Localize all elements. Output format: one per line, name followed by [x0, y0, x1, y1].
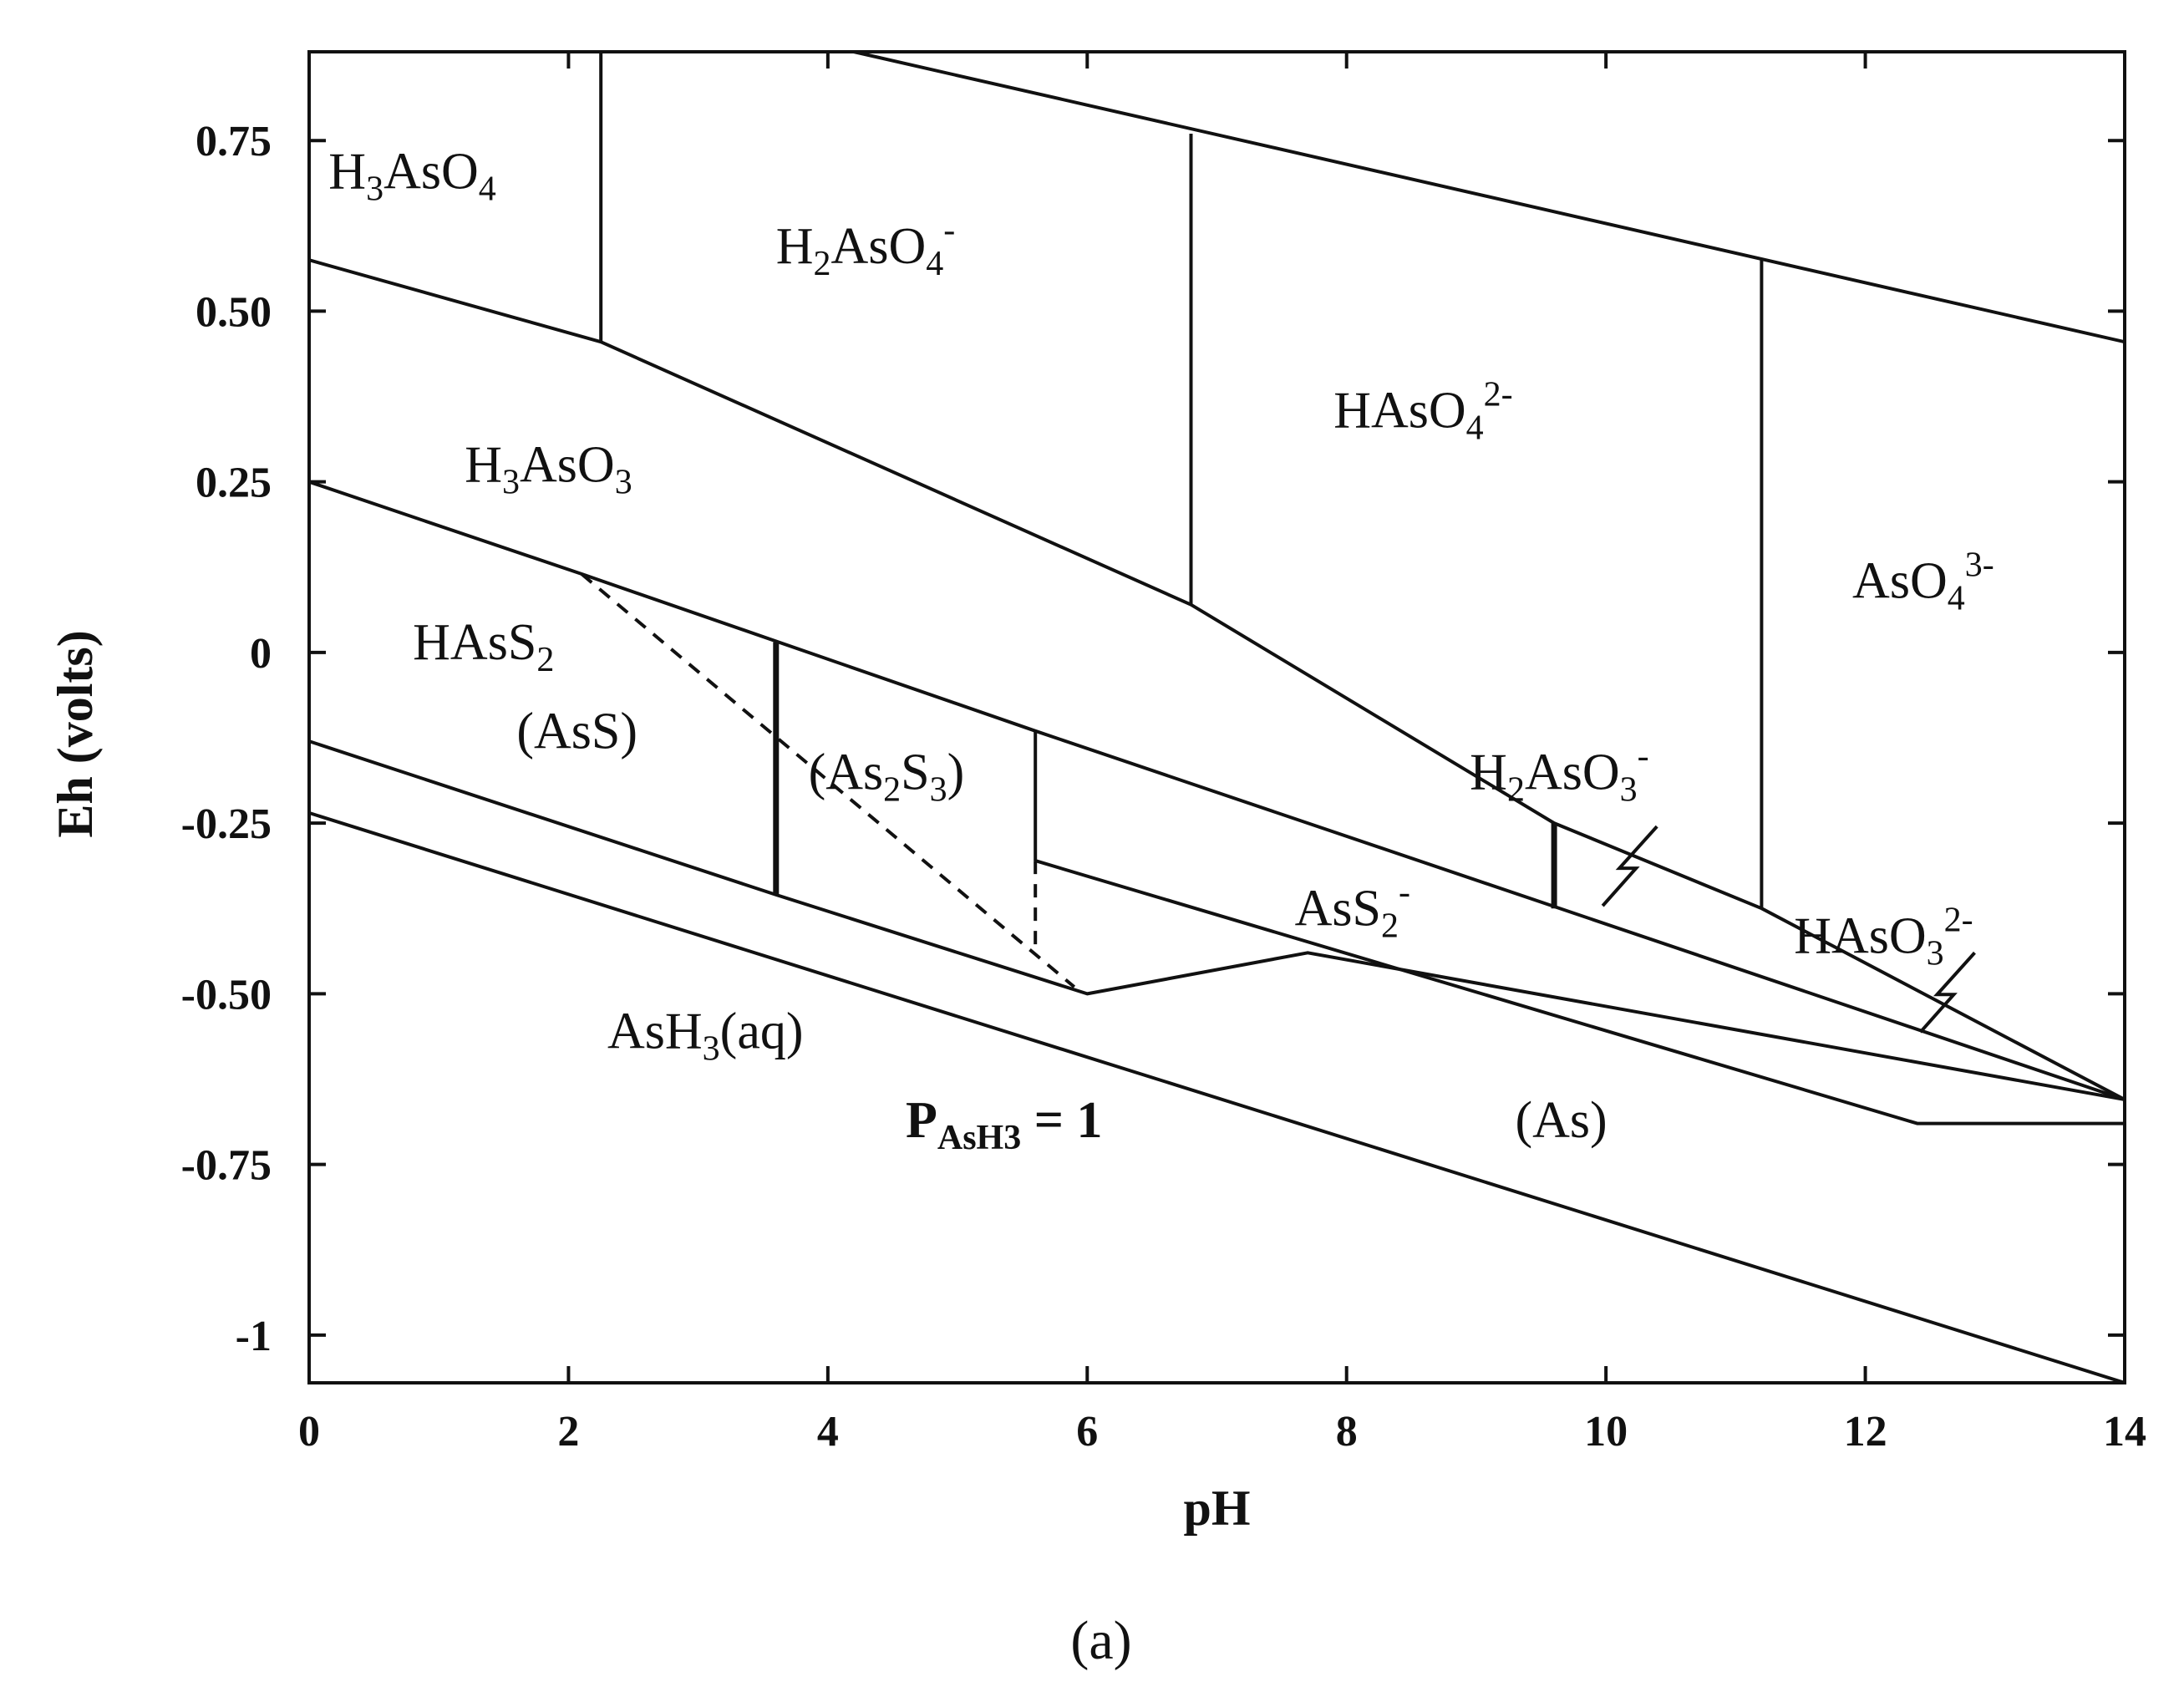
region-label-3: HAsO42-: [1333, 375, 1512, 447]
region-labels: H3AsO4 H2AsO4- HAsO42- H3AsO3 AsO43- HAsS2 (As…: [328, 143, 1994, 1157]
region-label-10: AsS2-: [1295, 874, 1410, 946]
boundary-line-3: [308, 480, 2126, 1101]
x-tick-label: 6: [1076, 1408, 1098, 1456]
region-label-4: H3AsO3: [465, 437, 632, 502]
plot-frame: [307, 50, 2126, 1384]
tick-labels: 0 2 4 6 8 10 12 14 0.75 0.50 0.25 0 -0.25 -0.50 -0.75 -…: [181, 118, 2146, 1456]
region-label-13: PAsH3 = 1: [906, 1092, 1103, 1157]
x-tick-label: 10: [1584, 1408, 1628, 1456]
x-axis-label: pH: [1183, 1481, 1250, 1536]
y-tick-label: 0.50: [196, 288, 272, 336]
y-tick-label: 0.25: [196, 460, 272, 507]
boundary-line-2: [308, 258, 2126, 1101]
panel-label: (a): [1070, 1610, 1131, 1671]
x-tick-label: 2: [557, 1408, 579, 1456]
boundary-line-6: [308, 810, 2126, 1384]
y-tick-label: -0.25: [181, 800, 272, 848]
x-tick-label: 0: [298, 1408, 320, 1456]
y-tick-label: -0.50: [181, 971, 272, 1019]
region-label-14: (As): [1515, 1092, 1607, 1149]
region-label-11: HAsO32-: [1794, 901, 1973, 973]
axis-ticks: [307, 52, 2126, 1383]
y-tick-label: -0.75: [181, 1142, 272, 1190]
y-axis-label: Eh (volts): [48, 630, 103, 837]
region-label-1: H3AsO4: [328, 143, 495, 208]
region-label-7: (AsS): [516, 703, 637, 760]
region-label-2: H2AsO4-: [776, 211, 955, 283]
y-tick-label: 0: [250, 630, 272, 678]
x-tick-label: 4: [817, 1408, 839, 1456]
region-label-6: HAsS2: [413, 614, 554, 679]
region-label-5: AsO43-: [1852, 546, 1994, 618]
boundary-line-1: [853, 50, 2126, 344]
region-label-12: AsH3(aq): [607, 1003, 804, 1069]
boundary-line-4: [308, 739, 2126, 1101]
squiggle-marker-2: [1918, 951, 1976, 1034]
squiggle-markers: [1601, 825, 1976, 1034]
boundary-line-5: [1034, 859, 2125, 1125]
x-tick-label: 12: [1844, 1408, 1887, 1456]
y-tick-label: -1: [236, 1313, 272, 1360]
region-label-9: H2AsO3-: [1470, 737, 1648, 809]
x-tick-label: 8: [1336, 1408, 1358, 1456]
y-tick-label: 0.75: [196, 118, 272, 165]
region-label-8: (As2S3): [809, 744, 965, 809]
boundary-lines: [308, 50, 2126, 1384]
x-tick-label: 14: [2103, 1408, 2146, 1456]
squiggle-marker-1: [1601, 825, 1658, 907]
